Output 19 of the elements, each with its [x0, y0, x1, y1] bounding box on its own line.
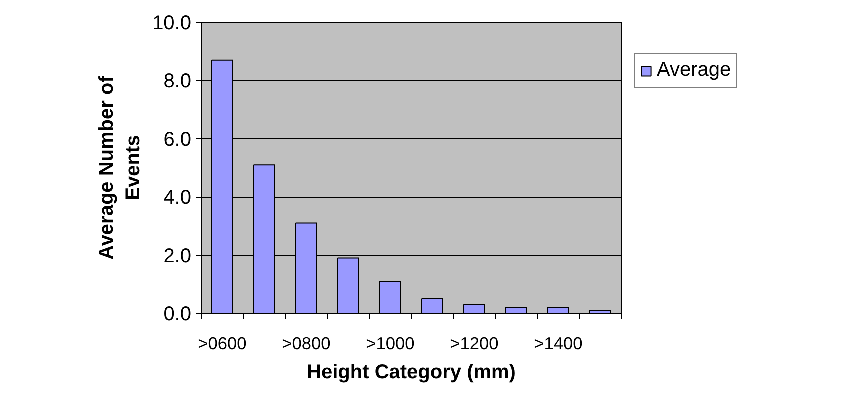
y-tick-label: 2.0 [164, 245, 192, 268]
y-tick-label: 10.0 [152, 12, 192, 34]
x-tick-label: >1000 [366, 334, 415, 354]
bar [380, 280, 402, 314]
x-tick-label: >1400 [534, 334, 583, 354]
bar [548, 307, 570, 314]
x-axis-title: Height Category (mm) [307, 362, 516, 384]
bar [422, 298, 444, 314]
y-axis-title: Average Number of Events [96, 76, 145, 260]
x-tick-label: >0800 [282, 334, 331, 354]
y-tick-label: 8.0 [164, 70, 192, 93]
legend-label: Average [657, 59, 732, 82]
bar [506, 307, 528, 314]
y-tick-label: 6.0 [164, 128, 192, 151]
y-tick-label: 0.0 [164, 304, 192, 326]
bar [464, 304, 486, 314]
x-tick-label: >1200 [450, 334, 499, 354]
y-tick-label: 4.0 [164, 187, 192, 210]
x-tick-label: >0600 [198, 334, 247, 354]
